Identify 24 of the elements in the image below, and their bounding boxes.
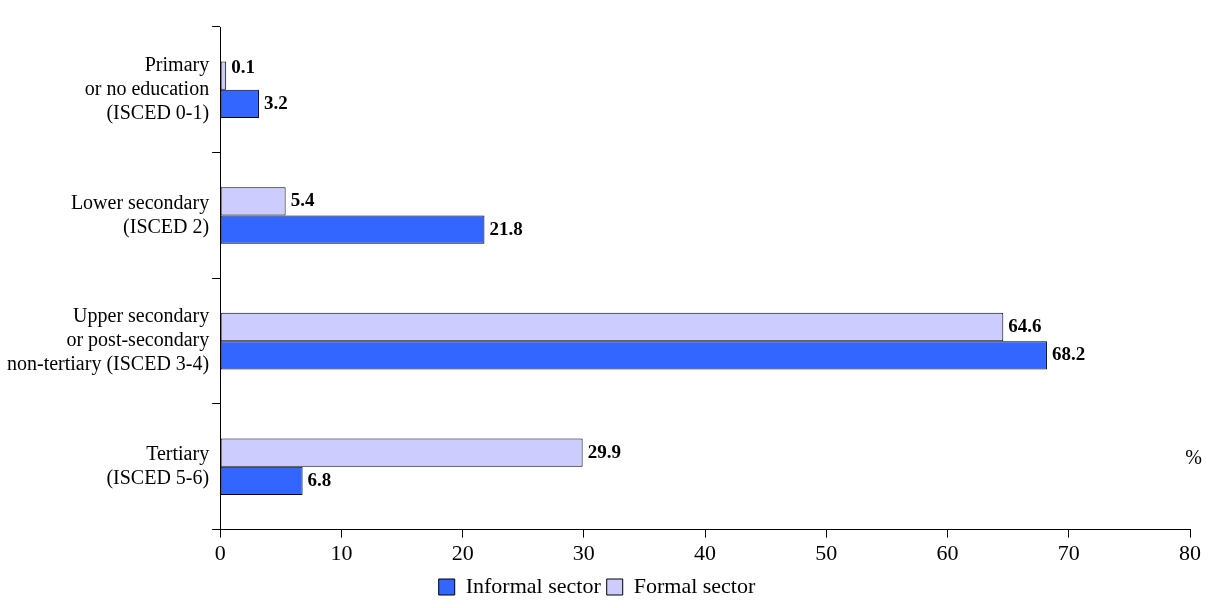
data-label: 21.8	[489, 217, 523, 239]
annotation: %	[1185, 446, 1202, 469]
y-tick-label: Lower secondary (ISCED 2)	[70, 190, 210, 238]
x-tick-label: 80	[1179, 539, 1201, 565]
legend-label: Informal sector	[465, 572, 602, 598]
data-label: 5.4	[290, 189, 315, 211]
data-label: 68.2	[1051, 343, 1086, 365]
legend-label: Formal sector	[633, 572, 756, 598]
y-tick-label: Upper secondary or post-secondary non-tertiary (ISCED 3-4)	[7, 304, 210, 376]
data-label: 6.8	[307, 468, 332, 490]
data-label: 64.6	[1008, 314, 1042, 336]
y-tick-label: Primary or no education (ISCED 0-1)	[84, 53, 210, 125]
x-tick-label: 50	[815, 539, 838, 565]
data-label: 29.9	[587, 440, 621, 462]
x-tick-label: 70	[1057, 539, 1080, 565]
x-tick-label: 60	[936, 539, 959, 565]
x-tick-label: 20	[451, 539, 474, 565]
data-label: 3.2	[263, 91, 288, 113]
x-tick-label: 10	[330, 539, 353, 565]
y-tick-label: Tertiary (ISCED 5-6)	[106, 442, 210, 490]
x-tick-label: 40	[694, 539, 717, 565]
x-tick-label: 0	[214, 539, 226, 565]
x-tick-label: 30	[572, 539, 595, 565]
data-label: 0.1	[231, 55, 255, 77]
